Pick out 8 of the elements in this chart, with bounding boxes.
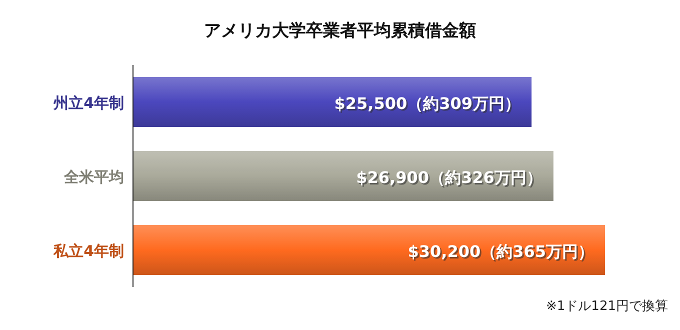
y-tick-label: 私立4年制	[52, 242, 124, 260]
text: ※1ドル121円で換算	[546, 299, 668, 314]
data-label: $26,900（約326万円）	[358, 170, 544, 188]
data-label: $25,500（約309万円）	[336, 96, 522, 114]
chart-title: アメリカ大学卒業者平均累積借金額	[204, 21, 476, 41]
data-label: $30,200（約365万円）	[409, 244, 596, 262]
y-tick-label: 全米平均	[63, 168, 124, 186]
y-tick-label: 州立4年制	[52, 94, 124, 112]
